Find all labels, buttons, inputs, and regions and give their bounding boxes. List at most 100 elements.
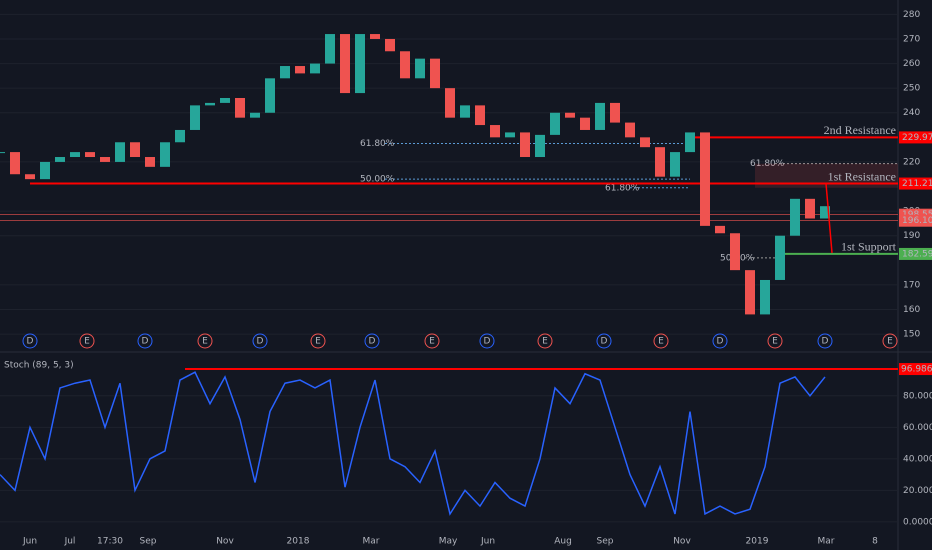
event-label: D xyxy=(142,337,149,347)
event-marker xyxy=(310,333,326,349)
event-marker xyxy=(882,333,898,349)
y-tick-label: 80.0000 xyxy=(903,391,932,401)
candle xyxy=(295,66,305,74)
event-label: E xyxy=(202,337,208,347)
fib-label: 50.00% xyxy=(360,175,395,185)
fib-label: 61.80% xyxy=(605,183,640,193)
candle xyxy=(55,157,65,162)
event-marker xyxy=(364,333,380,349)
candle xyxy=(325,34,335,64)
level-tag xyxy=(899,131,932,144)
y-tick-label: 270 xyxy=(903,34,920,44)
candle xyxy=(145,157,155,167)
price-tag xyxy=(899,214,932,227)
candle xyxy=(580,117,590,130)
event-label: D xyxy=(257,337,264,347)
candle xyxy=(355,34,365,94)
x-tick-label: Sep xyxy=(140,537,157,547)
candle xyxy=(235,97,245,118)
event-marker xyxy=(767,333,783,349)
event-marker xyxy=(79,333,95,349)
candle xyxy=(760,279,770,315)
event-label: D xyxy=(369,337,376,347)
event-marker xyxy=(252,333,268,349)
level-tag xyxy=(899,247,932,260)
x-tick-label: Mar xyxy=(818,537,835,547)
event-marker xyxy=(596,333,612,349)
candle xyxy=(730,233,740,271)
fib-label: 61.80% xyxy=(360,139,395,149)
candle xyxy=(805,198,815,219)
candle xyxy=(670,152,680,177)
candle xyxy=(25,174,35,180)
candle xyxy=(0,152,5,154)
price-tag-label: 196.10 xyxy=(902,216,932,226)
level-name: 1st Support xyxy=(841,240,897,254)
level-name: 1st Resistance xyxy=(828,169,896,183)
stoch-tag xyxy=(899,363,932,376)
level-name: 2nd Resistance xyxy=(824,123,896,137)
event-marker xyxy=(424,333,440,349)
candle xyxy=(520,132,530,158)
candle xyxy=(400,51,410,79)
x-tick-label: 17:30 xyxy=(97,537,123,547)
candle xyxy=(280,66,290,79)
event-label: D xyxy=(717,337,724,347)
candle xyxy=(490,125,500,138)
event-label: D xyxy=(484,337,491,347)
x-tick-label: 2018 xyxy=(287,537,310,547)
arrow xyxy=(825,183,833,253)
stoch-title: Stoch (89, 5, 3) xyxy=(4,361,74,371)
candle xyxy=(205,102,215,106)
x-tick-label: Jun xyxy=(22,537,37,547)
y-tick-label: 280 xyxy=(903,10,920,20)
x-tick-label: May xyxy=(439,537,458,547)
x-tick-label: Nov xyxy=(216,537,234,547)
candle xyxy=(115,142,125,162)
candle xyxy=(475,105,485,126)
candle xyxy=(700,132,710,226)
candle xyxy=(595,102,605,130)
event-marker xyxy=(817,333,833,349)
y-tick-label: 170 xyxy=(903,280,920,290)
fib-label: 61.80% xyxy=(750,159,785,169)
candle xyxy=(505,132,515,138)
candle xyxy=(610,102,620,123)
y-tick-label: 260 xyxy=(903,59,920,69)
candle xyxy=(640,137,650,148)
candle xyxy=(175,129,185,143)
stoch-tag-label: 96.9866 xyxy=(901,365,932,375)
event-marker xyxy=(712,333,728,349)
candle xyxy=(775,235,785,280)
event-label: E xyxy=(84,337,90,347)
event-label: D xyxy=(601,337,608,347)
x-tick-label: Nov xyxy=(673,537,691,547)
candle xyxy=(40,161,50,180)
candle xyxy=(160,142,170,167)
event-label: E xyxy=(315,337,321,347)
y-tick-label: 190 xyxy=(903,231,920,241)
y-tick-label: 60.0000 xyxy=(903,423,932,433)
candle xyxy=(685,132,695,153)
y-tick-label: 20.0000 xyxy=(903,486,932,496)
y-tick-label: 240 xyxy=(903,108,920,118)
candle xyxy=(535,134,545,158)
event-label: D xyxy=(822,337,829,347)
event-marker xyxy=(22,333,38,349)
x-tick-label: Sep xyxy=(597,537,614,547)
event-marker xyxy=(137,333,153,349)
candle xyxy=(385,38,395,52)
level-tag-label: 211.21 xyxy=(902,179,932,189)
x-tick-label: Jun xyxy=(480,537,495,547)
candle xyxy=(790,198,800,236)
y-tick-label: 0.0000 xyxy=(903,517,932,527)
candle xyxy=(85,152,95,158)
candle xyxy=(625,122,635,138)
candle xyxy=(265,78,275,113)
event-label: E xyxy=(772,337,778,347)
stoch-line xyxy=(0,371,826,516)
candle xyxy=(220,97,230,103)
event-label: E xyxy=(887,337,893,347)
candle xyxy=(370,34,380,39)
